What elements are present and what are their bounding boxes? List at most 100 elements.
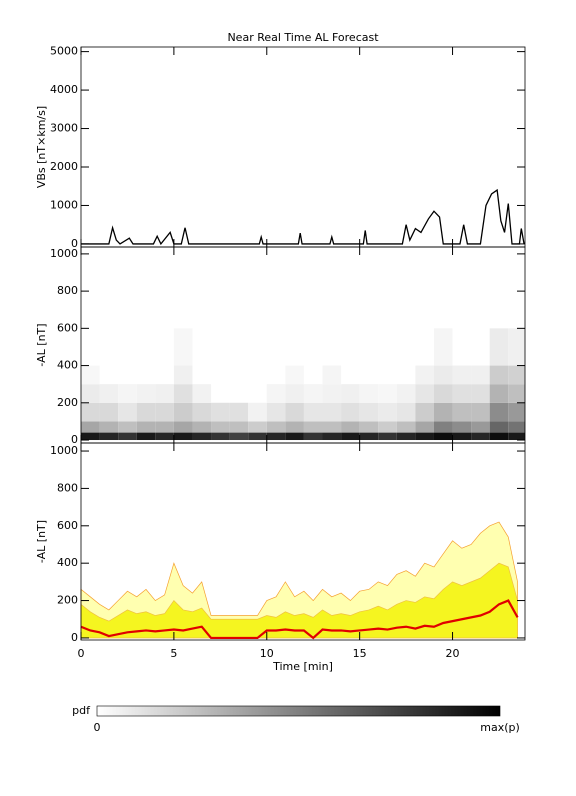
- pdf-cell: [136, 384, 156, 403]
- pdf-cell: [322, 365, 342, 385]
- pdf-cell: [508, 432, 525, 441]
- colorbar-min: 0: [94, 721, 101, 734]
- pdf-cell: [378, 421, 397, 433]
- y-tick-label: 2000: [50, 160, 78, 173]
- pdf-cell: [341, 421, 360, 433]
- band-area: [80, 562, 518, 639]
- pdf-cell: [173, 432, 193, 441]
- pdf-cell: [489, 328, 509, 366]
- pdf-cell: [155, 384, 174, 403]
- pdf-cell: [508, 421, 525, 433]
- pdf-cell: [248, 432, 267, 441]
- pdf-cell: [81, 384, 100, 403]
- pdf-cell: [266, 402, 286, 422]
- pdf-cell: [303, 384, 323, 403]
- colorbar: [96, 705, 501, 717]
- pdf-cell: [285, 402, 304, 422]
- y-tick-label: 600: [57, 321, 78, 334]
- pdf-cell: [81, 365, 100, 385]
- y-tick-label: 400: [57, 359, 78, 372]
- pdf-cell: [229, 402, 249, 422]
- x-tick-label: 5: [170, 647, 177, 660]
- pdf-cell: [303, 402, 323, 422]
- pdf-cell: [415, 365, 434, 385]
- pdf-cell: [211, 421, 230, 433]
- pdf-cell: [489, 365, 509, 385]
- pdf-cell: [452, 384, 472, 403]
- pdf-cell: [173, 384, 193, 403]
- pdf-cell: [322, 421, 342, 433]
- y-axis-label: VBs [nT×km/s]: [35, 106, 48, 188]
- x-tick-label: 20: [446, 647, 460, 660]
- pdf-cell: [471, 402, 490, 422]
- pdf-cell: [415, 432, 434, 441]
- pdf-cell: [359, 432, 379, 441]
- pdf-cell: [396, 432, 416, 441]
- pdf-cell: [415, 384, 434, 403]
- pdf-cell: [433, 328, 453, 366]
- pdf-cell: [508, 328, 525, 366]
- pdf-cell: [508, 402, 525, 422]
- y-tick-label: 200: [57, 594, 78, 607]
- y-axis-label: -AL [nT]: [35, 520, 48, 563]
- pdf-cell: [471, 432, 490, 441]
- y-tick-label: 0: [71, 631, 78, 644]
- pdf-cell: [378, 402, 397, 422]
- pdf-cell: [396, 402, 416, 422]
- pdf-cell: [118, 432, 137, 441]
- x-axis-label: Time [min]: [272, 660, 333, 673]
- pdf-cell: [229, 421, 249, 433]
- pdf-cell: [81, 402, 100, 422]
- colorbar-max: max(p): [480, 721, 520, 734]
- pdf-cell: [266, 432, 286, 441]
- pdf-cell: [341, 384, 360, 403]
- vbs-line: [81, 188, 525, 246]
- pdf-cell: [285, 432, 304, 441]
- y-tick-label: 0: [71, 433, 78, 446]
- pdf-cell: [211, 402, 230, 422]
- pdf-cell: [415, 421, 434, 433]
- pdf-cell: [508, 384, 525, 403]
- pdf-cell: [322, 384, 342, 403]
- pdf-cell: [433, 384, 453, 403]
- chart-title: Near Real Time AL Forecast: [227, 31, 379, 44]
- pdf-cell: [433, 421, 453, 433]
- pdf-cell: [433, 432, 453, 441]
- pdf-cell: [303, 421, 323, 433]
- pdf-cell: [452, 421, 472, 433]
- pdf-cell: [285, 421, 304, 433]
- y-tick-label: 4000: [50, 83, 78, 96]
- pdf-cell: [285, 365, 304, 385]
- pdf-cell: [489, 384, 509, 403]
- pdf-cell: [471, 421, 490, 433]
- pdf-cell: [359, 402, 379, 422]
- x-tick-label: 15: [353, 647, 367, 660]
- pdf-cell: [81, 432, 100, 441]
- y-tick-label: 400: [57, 556, 78, 569]
- pdf-cell: [81, 421, 100, 433]
- pdf-cell: [359, 421, 379, 433]
- pdf-cell: [433, 402, 453, 422]
- pdf-cell: [211, 432, 230, 441]
- pdf-cell: [173, 328, 193, 366]
- pdf-cell: [229, 432, 249, 441]
- pdf-cell: [303, 432, 323, 441]
- pdf-cell: [322, 432, 342, 441]
- y-tick-label: 5000: [50, 45, 78, 58]
- pdf-cell: [192, 421, 212, 433]
- pdf-cell: [285, 384, 304, 403]
- pdf-cell: [489, 421, 509, 433]
- pdf-cell: [118, 384, 137, 403]
- pdf-cell: [99, 402, 119, 422]
- pdf-cell: [248, 402, 267, 422]
- x-tick-label: 0: [78, 647, 85, 660]
- pdf-cell: [396, 384, 416, 403]
- pdf-cell: [155, 402, 174, 422]
- pdf-cell: [266, 421, 286, 433]
- median-line: [80, 599, 519, 640]
- pdf-cell: [118, 421, 137, 433]
- pdf-cell: [99, 432, 119, 441]
- pdf-cell: [489, 402, 509, 422]
- pdf-cell: [471, 365, 490, 385]
